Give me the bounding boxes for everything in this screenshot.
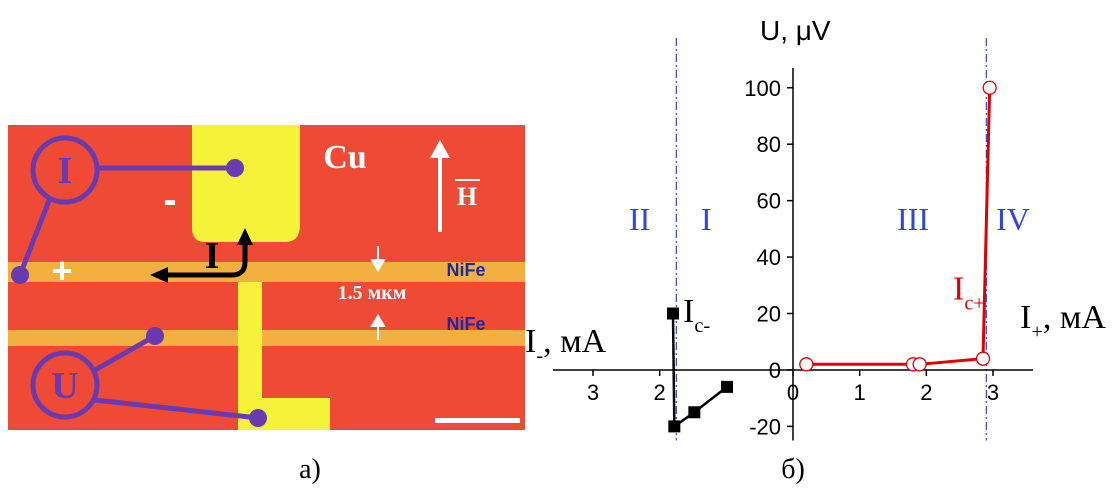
label-sub: + [1031, 321, 1043, 343]
panel-label: а) [299, 454, 321, 485]
x-axis-label: I+, мА [1020, 299, 1106, 343]
material-label: NiFe [446, 260, 485, 280]
region-label: III [897, 201, 929, 237]
x-tick-label: 0 [787, 380, 799, 405]
y-tick-label: 0 [769, 358, 781, 383]
label-sub: c+ [964, 292, 985, 314]
x-tick-label: 3 [987, 380, 999, 405]
label-main: I [525, 323, 536, 360]
cu-pad [192, 125, 300, 242]
material-label: NiFe [446, 314, 485, 334]
material-label: Cu [323, 139, 366, 176]
panel-label: б) [781, 454, 805, 485]
probe-label: I [58, 150, 73, 192]
label-sub: c- [694, 315, 710, 337]
y-tick-label: 40 [757, 245, 781, 270]
x-axis-label: I-, мА [525, 323, 607, 367]
x-tick-label: 3 [587, 380, 599, 405]
polarity: + [51, 250, 72, 291]
region-label: II [629, 201, 650, 237]
x-tick-label: 1 [854, 380, 866, 405]
point [721, 381, 733, 393]
point [668, 420, 680, 432]
label-unit: , мА [1043, 299, 1107, 336]
label-main: I [953, 270, 964, 307]
point [977, 352, 990, 365]
y-tick-label: 60 [757, 189, 781, 214]
region-label: IV [996, 201, 1030, 237]
y-axis-label: U, μV [760, 15, 831, 46]
point [983, 81, 996, 94]
annotation: Ic- [683, 293, 710, 337]
label-unit: , мА [543, 323, 607, 360]
figure: I U - + Cu H I 1.5 мкм NiFe NiFe а) б) U… [0, 0, 1119, 493]
y-tick-label: -20 [749, 414, 781, 439]
label-main: I [683, 293, 694, 330]
y-tick-label: 100 [744, 76, 781, 101]
label-main: I [1020, 299, 1031, 336]
gap-label: 1.5 мкм [338, 282, 407, 304]
annotation: Ic+ [953, 270, 985, 314]
field-label: H [457, 182, 477, 211]
probe-label: U [51, 365, 78, 407]
x-tick-label: 2 [920, 380, 932, 405]
polarity: - [163, 178, 176, 222]
region-label: I [701, 201, 712, 237]
point [800, 358, 813, 371]
point [913, 358, 926, 371]
current-label: I [205, 235, 220, 277]
point [688, 406, 700, 418]
y-tick-label: 20 [757, 302, 781, 327]
y-tick-label: 80 [757, 132, 781, 157]
micrograph: I U - + Cu H I 1.5 мкм NiFe NiFe [8, 125, 525, 430]
point [667, 308, 679, 320]
scale-bar [435, 418, 520, 423]
x-tick-label: 2 [654, 380, 666, 405]
